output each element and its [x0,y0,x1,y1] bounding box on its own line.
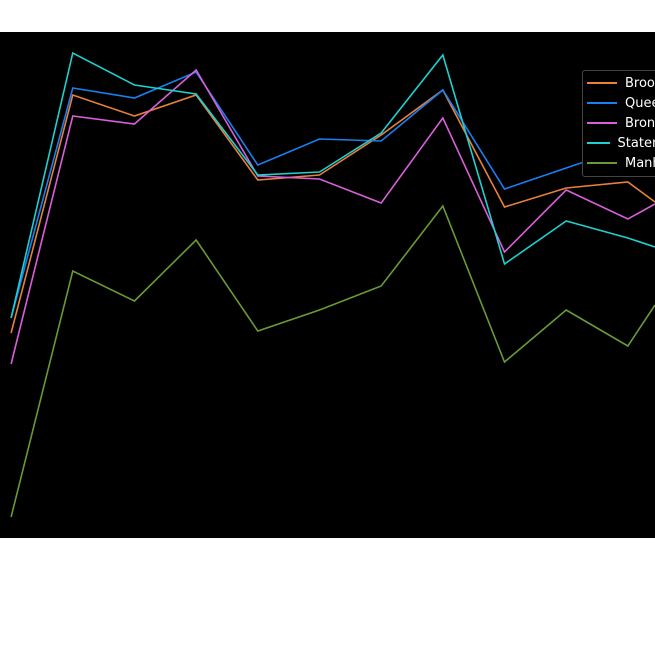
legend-swatch [587,162,617,164]
series-line-manhattan [10,204,655,518]
legend-swatch [587,142,610,144]
legend-label: Manhattan [625,155,655,171]
series-line-brooklyn [10,88,655,334]
legend-item-manhattan: Manhattan [583,153,655,173]
line-chart [10,51,655,518]
series-line-bronx [10,68,655,365]
legend-label: Staten Island [617,135,655,151]
legend-label: Brooklyn [625,75,655,91]
legend-item-queens: Queens [583,93,655,113]
plot-area: Brooklyn Queens Bronx Staten Island Manh… [0,32,655,538]
legend: Brooklyn Queens Bronx Staten Island Manh… [582,70,655,177]
legend-swatch [587,82,617,84]
series-line-queens [10,71,655,319]
legend-item-brooklyn: Brooklyn [583,73,655,93]
legend-swatch [587,102,617,104]
legend-label: Bronx [625,115,655,131]
legend-swatch [587,122,617,124]
legend-item-staten-island: Staten Island [583,133,655,153]
series-line-staten-island [10,51,655,319]
legend-item-bronx: Bronx [583,113,655,133]
legend-label: Queens [625,95,655,111]
